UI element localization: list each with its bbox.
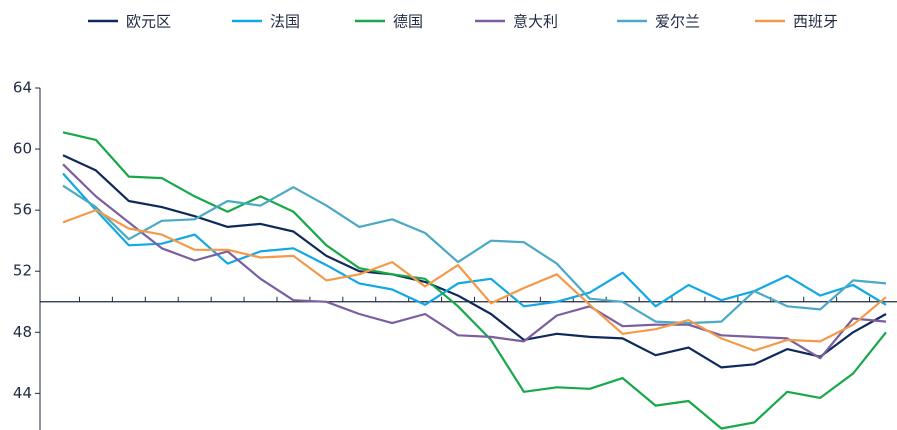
legend-label: 法国 — [270, 13, 300, 31]
y-tick-label: 56 — [13, 201, 32, 219]
series-line — [62, 209, 887, 352]
series-line — [62, 154, 887, 369]
y-tick-label: 60 — [13, 140, 32, 158]
legend-label: 意大利 — [513, 13, 558, 31]
legend-label: 西班牙 — [793, 13, 838, 31]
y-tick-label: 64 — [13, 79, 32, 97]
series-line — [62, 184, 887, 325]
y-tick-label: 48 — [13, 323, 32, 341]
series-line — [62, 163, 887, 360]
series-line — [62, 131, 887, 430]
series-line — [62, 172, 887, 308]
legend-label: 德国 — [393, 13, 423, 31]
y-tick-label: 52 — [13, 262, 32, 280]
y-tick-label: 44 — [13, 384, 32, 402]
legend-label: 欧元区 — [126, 13, 171, 31]
legend-label: 爱尔兰 — [655, 13, 700, 31]
